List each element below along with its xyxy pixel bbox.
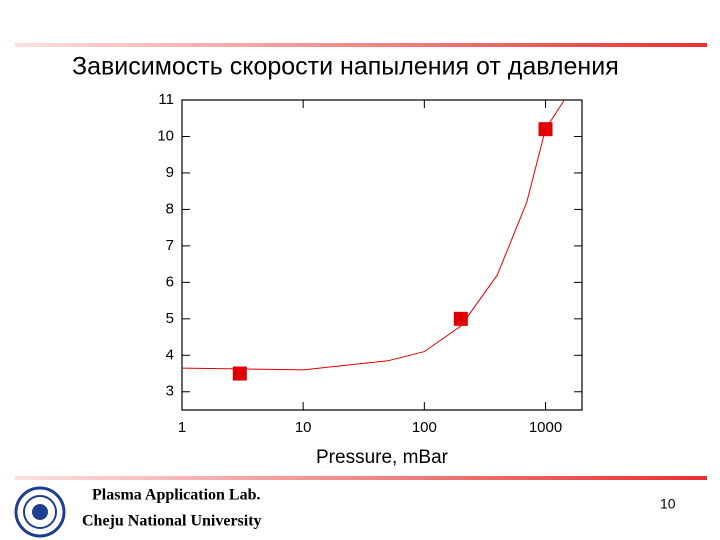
x-tick-label: 1 <box>178 419 186 436</box>
fit-line <box>181 99 565 371</box>
y-tick-label: 8 <box>166 200 174 217</box>
x-tick-label: 100 <box>412 419 437 436</box>
y-tick-label: 5 <box>166 310 174 327</box>
y-tick-label: 6 <box>166 273 174 290</box>
data-point <box>538 122 553 137</box>
plot-frame <box>181 99 583 411</box>
y-tick-label: 7 <box>166 237 174 254</box>
footer-rule <box>15 476 707 480</box>
logo <box>14 486 66 538</box>
y-tick-label: 10 <box>157 127 174 144</box>
x-tick-label: 1000 <box>529 419 562 436</box>
x-axis-label: Pressure, mBar <box>316 447 449 468</box>
y-tick-label: 9 <box>166 164 174 181</box>
y-tick-label: 3 <box>166 383 174 400</box>
header-rule <box>15 43 707 47</box>
y-tick-label: 11 <box>158 91 174 108</box>
lab-name: Plasma Application Lab. <box>92 487 260 504</box>
y-tick-label: 4 <box>166 346 174 363</box>
x-tick-label: 10 <box>295 419 312 436</box>
data-point <box>232 366 247 381</box>
page-number: 10 <box>660 496 676 512</box>
data-point <box>453 311 468 326</box>
slide-title: Зависимость скорости напыления от давлен… <box>72 53 619 81</box>
university-name: Cheju National University <box>82 513 262 530</box>
